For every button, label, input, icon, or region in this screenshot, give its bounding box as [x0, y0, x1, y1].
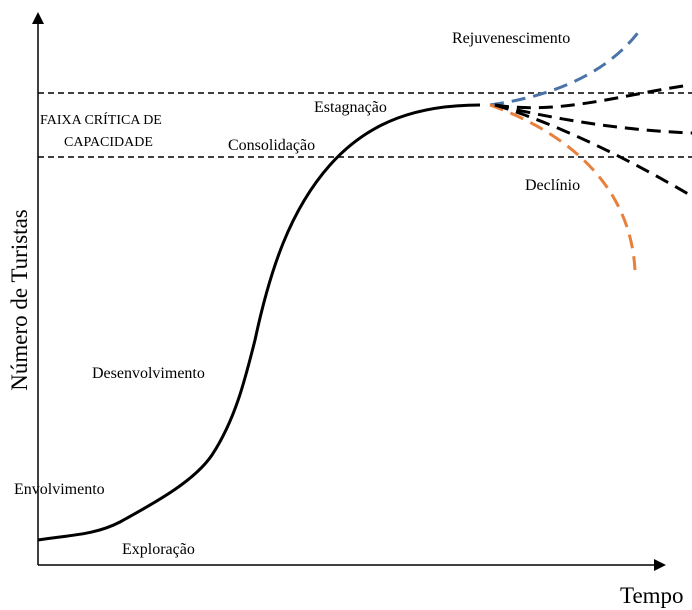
life-cycle-curve: [37, 103, 481, 542]
y-axis-label: Número de Turistas: [7, 209, 32, 391]
branch-2: [494, 103, 692, 135]
stage-label: Consolidação: [228, 137, 315, 154]
x-axis-label: Tempo: [620, 583, 684, 608]
decline-curve: [489, 103, 637, 271]
stage-label: Estagnação: [314, 99, 387, 116]
stage-label: Exploração: [122, 541, 195, 558]
stage-label: Rejuvenescimento: [452, 30, 570, 47]
band-label: CAPACIDADE: [64, 135, 153, 150]
band-label: FAIXA CRÍTICA DE: [40, 111, 162, 128]
rejuvenation-curve: [489, 29, 642, 107]
stage-label: Envolvimento: [14, 481, 105, 498]
branch-1: [494, 83, 691, 110]
branch-3: [494, 103, 691, 197]
stage-label: Desenvolvimento: [92, 365, 205, 382]
stage-label: Declínio: [525, 177, 580, 194]
